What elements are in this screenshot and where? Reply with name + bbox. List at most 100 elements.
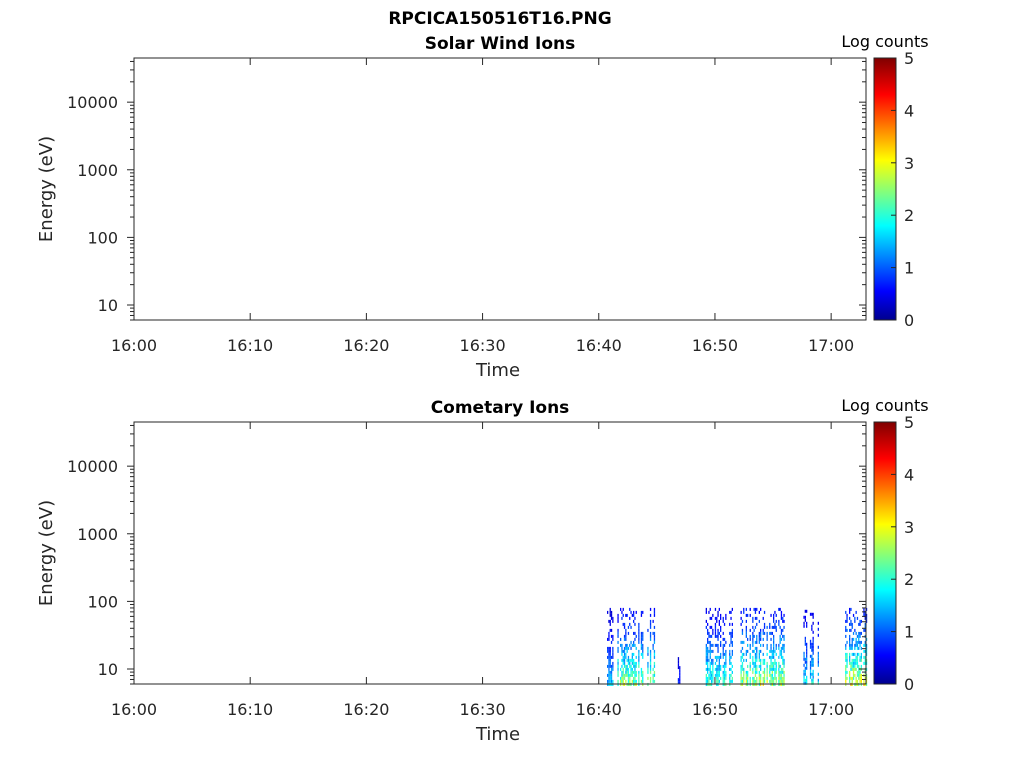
data-cell bbox=[809, 612, 812, 616]
data-cell bbox=[627, 670, 630, 674]
data-cell bbox=[779, 670, 781, 674]
data-cell bbox=[850, 628, 852, 632]
data-cell bbox=[747, 673, 749, 677]
data-cell bbox=[638, 622, 640, 626]
data-cell bbox=[763, 625, 766, 629]
data-cell bbox=[803, 678, 805, 682]
data-cell bbox=[756, 664, 758, 668]
data-cell bbox=[623, 658, 626, 662]
data-cell bbox=[634, 622, 636, 626]
data-cell bbox=[707, 658, 709, 662]
data-cell bbox=[621, 658, 623, 662]
data-cell bbox=[743, 640, 745, 644]
data-cell bbox=[851, 667, 853, 671]
data-cell bbox=[753, 661, 755, 665]
data-cell bbox=[609, 613, 611, 617]
data-cell bbox=[752, 679, 754, 683]
data-cell bbox=[804, 618, 806, 622]
data-cell bbox=[845, 643, 847, 647]
data-cell bbox=[712, 649, 714, 653]
data-cell bbox=[749, 607, 751, 611]
data-cell bbox=[860, 676, 862, 680]
data-cell bbox=[771, 625, 773, 629]
data-cell bbox=[770, 667, 772, 671]
data-cell bbox=[846, 613, 848, 617]
data-cell bbox=[864, 613, 866, 617]
data-cell bbox=[716, 673, 718, 677]
data-cell bbox=[856, 652, 859, 656]
data-cell bbox=[745, 613, 747, 617]
data-cell bbox=[846, 619, 848, 623]
data-cell bbox=[775, 670, 777, 674]
data-cell bbox=[778, 643, 780, 647]
data-cell bbox=[780, 673, 783, 677]
data-cell bbox=[741, 676, 744, 680]
data-cell bbox=[629, 607, 631, 611]
y-tick-label: 1000 bbox=[77, 525, 118, 544]
data-cell bbox=[609, 676, 611, 680]
data-cell bbox=[649, 631, 652, 635]
data-cell bbox=[731, 622, 733, 626]
data-cell bbox=[608, 652, 610, 656]
data-cell bbox=[634, 670, 636, 674]
data-cell bbox=[762, 661, 764, 665]
data-cell bbox=[720, 640, 722, 644]
data-cell bbox=[865, 661, 868, 665]
data-cell bbox=[766, 670, 768, 674]
data-cell bbox=[723, 664, 726, 668]
data-cell bbox=[638, 649, 640, 653]
data-cell bbox=[760, 649, 762, 653]
data-cell bbox=[717, 679, 719, 683]
x-tick-label: 16:20 bbox=[343, 336, 389, 355]
data-cell bbox=[845, 634, 847, 638]
data-cell bbox=[846, 655, 848, 659]
data-cell bbox=[731, 679, 733, 683]
data-cell bbox=[845, 625, 847, 629]
data-cell bbox=[731, 634, 733, 638]
data-cell bbox=[864, 658, 866, 662]
data-cell bbox=[640, 667, 643, 671]
data-cell bbox=[817, 621, 819, 625]
data-cell bbox=[769, 649, 771, 653]
x-axis-label: Time bbox=[475, 360, 520, 381]
data-cell bbox=[621, 679, 623, 683]
data-cell bbox=[709, 607, 711, 611]
data-cell bbox=[623, 652, 626, 656]
data-cell bbox=[642, 679, 644, 683]
data-cell bbox=[770, 673, 772, 677]
data-cell bbox=[647, 628, 649, 632]
data-cell bbox=[607, 649, 609, 653]
y-axis-label: Energy (eV) bbox=[36, 500, 57, 606]
data-cell bbox=[780, 637, 783, 641]
data-cell bbox=[620, 679, 622, 683]
data-cell bbox=[860, 673, 862, 677]
data-cell bbox=[633, 643, 635, 647]
data-cell bbox=[629, 676, 631, 680]
data-cell bbox=[642, 610, 644, 614]
data-cell bbox=[705, 619, 707, 623]
data-cell bbox=[712, 643, 714, 647]
data-cell bbox=[771, 652, 773, 656]
colorbar-tick-label: 0 bbox=[904, 675, 914, 694]
data-cell bbox=[714, 628, 717, 632]
data-cell bbox=[864, 616, 866, 620]
data-cell bbox=[863, 655, 865, 659]
data-cell bbox=[725, 640, 727, 644]
data-cell bbox=[642, 643, 644, 647]
data-cell bbox=[723, 661, 726, 665]
data-cell bbox=[607, 646, 609, 650]
data-cell bbox=[730, 610, 732, 614]
data-cell bbox=[863, 649, 865, 653]
data-cell bbox=[708, 676, 710, 680]
data-cell bbox=[780, 667, 783, 671]
data-cell bbox=[766, 634, 768, 638]
data-cell bbox=[635, 673, 637, 677]
data-cell bbox=[769, 631, 771, 635]
data-cell bbox=[756, 634, 758, 638]
data-cell bbox=[762, 643, 764, 647]
data-cell bbox=[731, 676, 733, 680]
data-cell bbox=[623, 649, 626, 653]
data-cell bbox=[647, 676, 649, 680]
